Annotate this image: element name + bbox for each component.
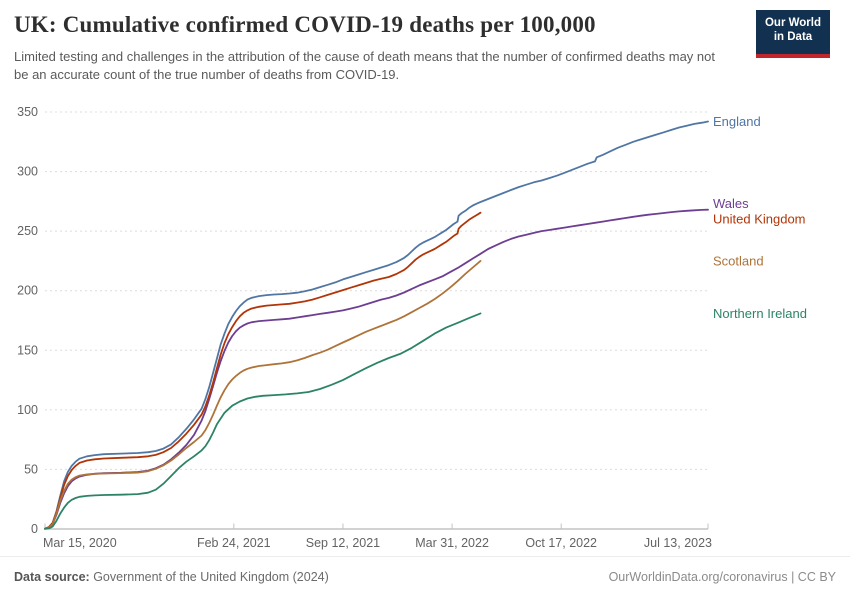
license-label: CC BY [797,570,836,584]
page-title: UK: Cumulative confirmed COVID-19 deaths… [14,12,596,37]
y-tick-label-200: 200 [17,284,38,298]
x-tick-label-5: Jul 13, 2023 [644,536,712,550]
y-tick-label-250: 250 [17,224,38,238]
site-url[interactable]: OurWorldinData.org/coronavirus [608,570,788,584]
y-tick-label-100: 100 [17,403,38,417]
data-source-value: Government of the United Kingdom (2024) [89,570,329,584]
y-tick-label-50: 50 [24,462,38,476]
separator: | [787,570,798,584]
legend-label-united-kingdom[interactable]: United Kingdom [713,211,806,226]
y-tick-label-0: 0 [31,522,38,536]
chart-subtitle: Limited testing and challenges in the at… [14,49,715,83]
series-line-england[interactable] [44,120,709,530]
owid-logo-line1: Our World [764,17,821,29]
series-line-scotland[interactable] [44,259,482,530]
x-tick-label-0: Mar 15, 2020 [43,536,117,550]
legend-label-northern-ireland[interactable]: Northern Ireland [713,306,807,321]
chart-header: UK: Cumulative confirmed COVID-19 deaths… [14,10,836,85]
y-tick-label-150: 150 [17,343,38,357]
legend-label-wales[interactable]: Wales [713,196,749,211]
y-tick-label-350: 350 [17,105,38,119]
x-tick-label-1: Feb 24, 2021 [197,536,271,550]
owid-logo-line2: in Data [773,31,813,44]
y-tick-label-300: 300 [17,165,38,179]
owid-logo[interactable]: Our World in Data [756,10,830,58]
legend-label-scotland[interactable]: Scotland [713,253,764,268]
legend-label-england[interactable]: England [713,114,761,129]
x-tick-label-4: Oct 17, 2022 [525,536,597,550]
series-line-wales[interactable] [44,208,709,530]
x-tick-label-2: Sep 12, 2021 [306,536,380,550]
data-source: Data source: Government of the United Ki… [14,570,329,584]
series-line-united-kingdom[interactable] [44,211,482,530]
series-line-northern-ireland[interactable] [44,312,482,530]
x-tick-label-3: Mar 31, 2022 [415,536,489,550]
chart-footer: Data source: Government of the United Ki… [0,556,850,600]
data-source-label: Data source: [14,570,90,584]
attribution-link[interactable]: OurWorldinData.org/coronavirus | CC BY [609,570,836,584]
